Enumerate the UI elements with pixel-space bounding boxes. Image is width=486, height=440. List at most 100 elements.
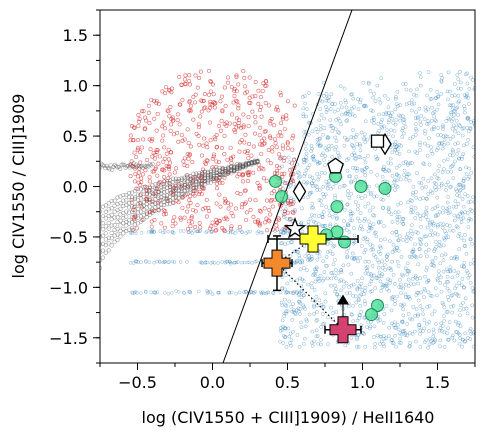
shock-model-point <box>150 161 155 166</box>
sf-model-point <box>418 276 423 281</box>
sf-model-point <box>448 89 452 94</box>
sf-model-point <box>415 115 420 120</box>
sf-model-point <box>398 103 403 108</box>
sf-model-point <box>294 308 299 313</box>
sf-model-point <box>424 234 428 239</box>
y-axis-label: log CIV1550 / CIII]1909 <box>9 94 28 279</box>
agn-model-point <box>175 118 180 123</box>
sf-model-point <box>355 344 359 349</box>
sf-model-point <box>309 143 314 148</box>
sf-model-point <box>413 254 418 259</box>
sf-model-point <box>362 104 367 108</box>
sf-model-point <box>312 267 317 272</box>
sf-model-point <box>342 218 347 223</box>
agn-model-point <box>191 117 196 122</box>
sf-model-point <box>351 293 355 298</box>
agn-model-point <box>226 80 231 85</box>
agn-model-point <box>214 145 219 150</box>
sf-model-point <box>355 142 360 147</box>
sf-model-point <box>467 102 471 106</box>
sf-model-point <box>356 298 361 303</box>
sf-model-point <box>354 200 358 204</box>
sf-model-point <box>401 273 405 278</box>
sf-model-point <box>367 184 371 189</box>
sf-model-point <box>430 151 435 156</box>
sf-model-point <box>240 260 244 265</box>
shock-model-point <box>100 265 103 270</box>
sf-model-point <box>457 341 462 346</box>
sf-model-point <box>271 291 276 295</box>
sf-model-point <box>366 201 371 206</box>
sf-model-point <box>355 278 360 283</box>
agn-model-point <box>271 123 276 128</box>
sf-model-point <box>454 118 459 123</box>
agn-model-point <box>264 83 269 88</box>
sf-model-point <box>414 122 418 127</box>
shock-model-point <box>100 255 106 260</box>
sf-model-point <box>329 92 334 97</box>
sf-model-point <box>316 214 321 218</box>
sf-model-point <box>471 78 475 82</box>
agn-model-point <box>212 105 217 110</box>
sf-model-point <box>387 169 392 174</box>
sf-model-point <box>166 291 171 296</box>
sf-model-point <box>220 260 224 264</box>
sf-model-point <box>363 235 368 240</box>
sf-model-point <box>354 174 359 179</box>
sf-model-point <box>419 123 423 127</box>
sf-model-point <box>447 117 452 122</box>
agn-model-point <box>136 119 141 124</box>
agn-model-point <box>162 156 167 161</box>
sf-model-point <box>417 323 422 327</box>
sf-model-point <box>300 258 305 263</box>
agn-model-point <box>261 167 266 172</box>
agn-model-point <box>222 216 227 221</box>
sf-model-point <box>426 119 430 123</box>
sf-model-point <box>461 204 466 209</box>
shock-model-point <box>138 187 143 192</box>
sf-model-point <box>398 331 402 336</box>
sf-model-point <box>352 256 357 260</box>
sf-model-point <box>363 271 368 276</box>
sf-model-point <box>445 223 449 227</box>
sf-model-point <box>451 204 456 209</box>
sf-model-point <box>315 102 320 107</box>
sf-model-point <box>362 218 367 223</box>
agn-model-point <box>278 156 283 161</box>
agn-model-point <box>219 145 224 150</box>
sf-model-point <box>363 194 368 198</box>
sf-model-point <box>459 220 464 225</box>
sf-model-point <box>456 131 461 136</box>
sf-model-point <box>292 200 296 204</box>
sf-model-point <box>389 128 394 133</box>
sf-model-point <box>351 226 356 230</box>
agn-model-point <box>262 206 267 211</box>
agn-model-point <box>229 155 234 160</box>
sf-model-point <box>350 312 354 317</box>
green-circle-marker <box>275 190 288 204</box>
sf-model-point <box>302 160 307 165</box>
agn-model-point <box>270 204 275 209</box>
sf-model-point <box>385 258 389 263</box>
agn-model-point <box>154 128 159 133</box>
sf-model-point <box>331 244 336 249</box>
sf-model-point <box>401 217 406 221</box>
sf-model-point <box>371 95 375 100</box>
agn-model-point <box>231 100 236 105</box>
sf-model-point <box>389 338 394 343</box>
sf-model-point <box>424 321 429 326</box>
sf-model-point <box>458 313 462 318</box>
sf-model-point <box>428 97 433 101</box>
sf-model-point <box>315 257 320 262</box>
agn-model-point <box>140 109 145 114</box>
sf-model-point <box>344 281 349 286</box>
sf-model-point <box>461 151 466 156</box>
sf-model-point <box>366 229 371 234</box>
sf-model-point <box>398 234 402 239</box>
sf-model-point <box>414 190 418 194</box>
sf-model-point <box>393 320 397 325</box>
sf-model-point <box>303 93 307 98</box>
sf-model-point <box>326 315 330 320</box>
sf-model-point <box>426 121 431 126</box>
sf-model-point <box>326 144 331 148</box>
